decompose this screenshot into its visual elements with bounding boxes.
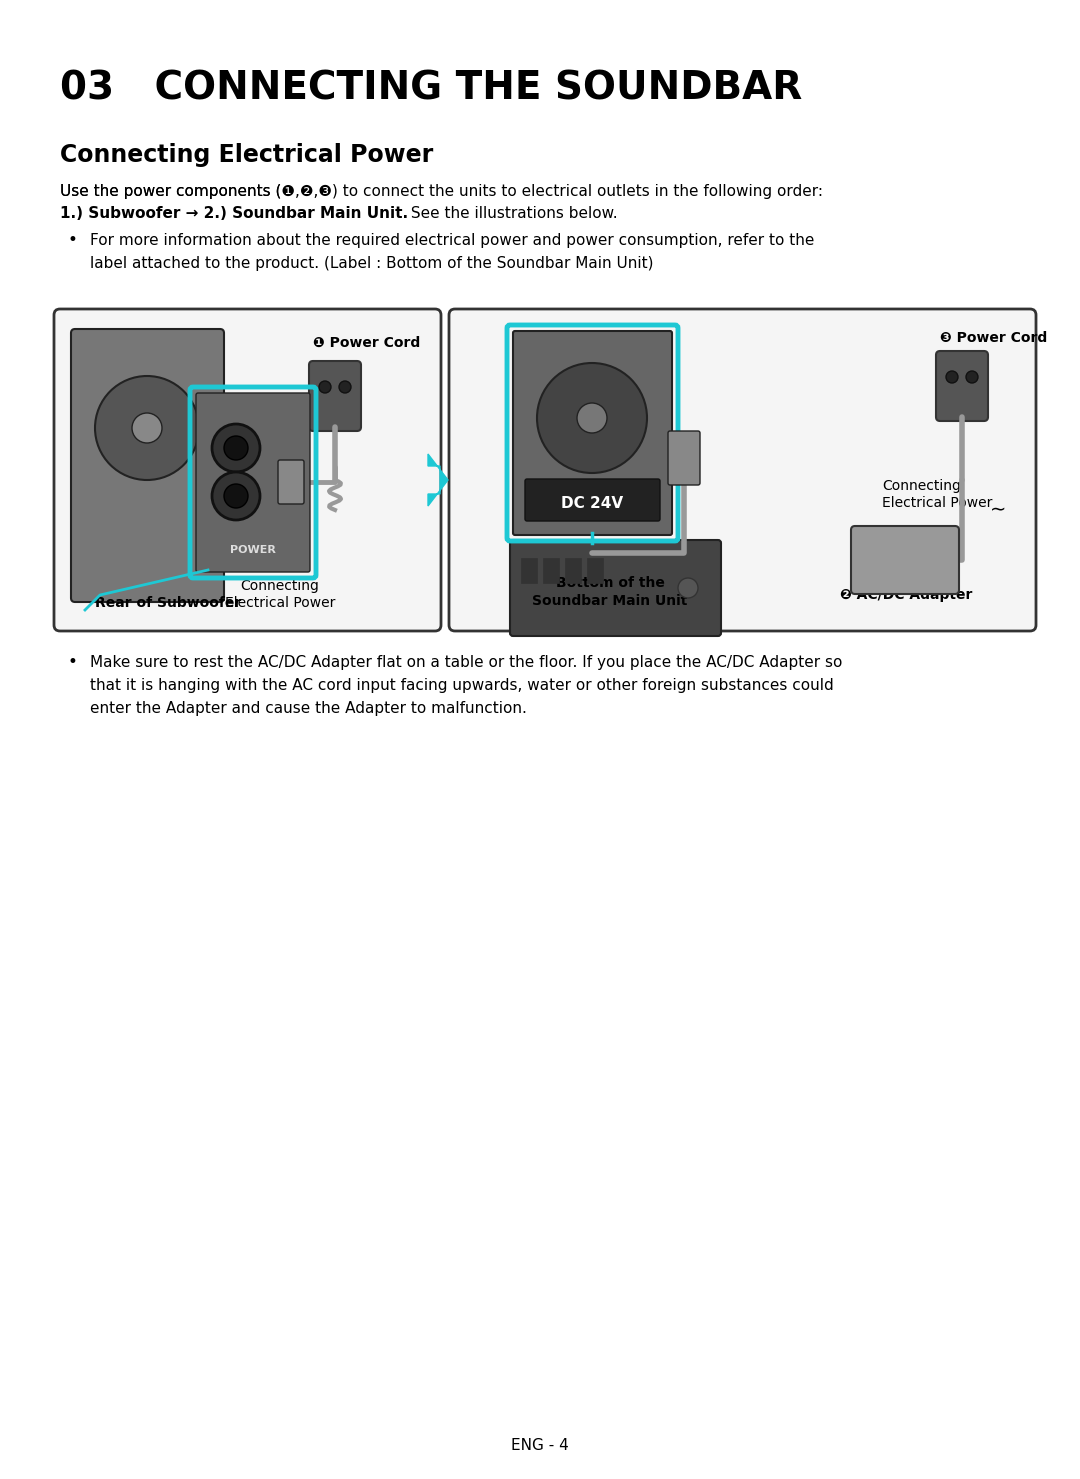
Bar bbox=[521, 558, 537, 583]
Text: Connecting: Connecting bbox=[241, 578, 320, 593]
Text: ❸ Power Cord: ❸ Power Cord bbox=[940, 331, 1048, 345]
FancyBboxPatch shape bbox=[54, 309, 441, 632]
Text: Make sure to rest the AC/DC Adapter flat on a table or the floor. If you place t: Make sure to rest the AC/DC Adapter flat… bbox=[90, 655, 842, 670]
Circle shape bbox=[224, 484, 248, 507]
Bar bbox=[212, 463, 220, 484]
FancyBboxPatch shape bbox=[936, 351, 988, 422]
FancyBboxPatch shape bbox=[195, 393, 310, 572]
Bar bbox=[588, 558, 603, 583]
Text: ∼: ∼ bbox=[990, 500, 1007, 519]
FancyBboxPatch shape bbox=[525, 479, 660, 521]
Text: For more information about the required electrical power and power consumption, : For more information about the required … bbox=[90, 234, 814, 248]
Text: label attached to the product. (Label : Bottom of the Soundbar Main Unit): label attached to the product. (Label : … bbox=[90, 256, 653, 271]
FancyBboxPatch shape bbox=[513, 331, 672, 535]
Text: DC 24V: DC 24V bbox=[561, 495, 623, 510]
Text: 03   CONNECTING THE SOUNDBAR: 03 CONNECTING THE SOUNDBAR bbox=[60, 70, 802, 108]
Text: Electrical Power: Electrical Power bbox=[882, 495, 993, 510]
Circle shape bbox=[577, 402, 607, 433]
Circle shape bbox=[132, 413, 162, 444]
FancyArrow shape bbox=[428, 454, 448, 506]
Text: enter the Adapter and cause the Adapter to malfunction.: enter the Adapter and cause the Adapter … bbox=[90, 701, 527, 716]
Text: ❶ Power Cord: ❶ Power Cord bbox=[313, 336, 420, 351]
Text: Bottom of the: Bottom of the bbox=[555, 575, 664, 590]
Circle shape bbox=[966, 371, 978, 383]
Text: •: • bbox=[68, 654, 78, 671]
Text: ENG - 4: ENG - 4 bbox=[511, 1438, 569, 1452]
FancyBboxPatch shape bbox=[278, 460, 303, 504]
Circle shape bbox=[224, 436, 248, 460]
FancyBboxPatch shape bbox=[851, 527, 959, 595]
Text: 1.) Subwoofer → 2.) Soundbar Main Unit.: 1.) Subwoofer → 2.) Soundbar Main Unit. bbox=[60, 206, 408, 220]
Text: Connecting: Connecting bbox=[882, 479, 961, 493]
Text: Soundbar Main Unit: Soundbar Main Unit bbox=[532, 595, 688, 608]
Circle shape bbox=[946, 371, 958, 383]
Circle shape bbox=[95, 376, 199, 481]
Text: Rear of Subwoofer: Rear of Subwoofer bbox=[95, 596, 241, 609]
Bar bbox=[543, 558, 559, 583]
Text: POWER: POWER bbox=[230, 544, 275, 555]
Circle shape bbox=[212, 424, 260, 472]
Text: ❷ AC/DC Adapter: ❷ AC/DC Adapter bbox=[840, 589, 972, 602]
FancyBboxPatch shape bbox=[71, 328, 224, 602]
Text: that it is hanging with the AC cord input facing upwards, water or other foreign: that it is hanging with the AC cord inpu… bbox=[90, 677, 834, 694]
FancyBboxPatch shape bbox=[510, 540, 721, 636]
Bar bbox=[565, 558, 581, 583]
Circle shape bbox=[678, 578, 698, 598]
FancyBboxPatch shape bbox=[449, 309, 1036, 632]
Text: Connecting Electrical Power: Connecting Electrical Power bbox=[60, 143, 433, 167]
Circle shape bbox=[212, 472, 260, 521]
Text: •: • bbox=[68, 231, 78, 248]
Text: Use the power components (❶,❷,❸) to connect the units to electrical outlets in t: Use the power components (❶,❷,❸) to conn… bbox=[60, 183, 823, 200]
Circle shape bbox=[319, 382, 330, 393]
Circle shape bbox=[339, 382, 351, 393]
FancyBboxPatch shape bbox=[309, 361, 361, 430]
Text: Electrical Power: Electrical Power bbox=[225, 596, 335, 609]
FancyBboxPatch shape bbox=[669, 430, 700, 485]
Text: See the illustrations below.: See the illustrations below. bbox=[406, 206, 618, 220]
Circle shape bbox=[537, 362, 647, 473]
Text: Use the power components (: Use the power components ( bbox=[60, 183, 282, 200]
